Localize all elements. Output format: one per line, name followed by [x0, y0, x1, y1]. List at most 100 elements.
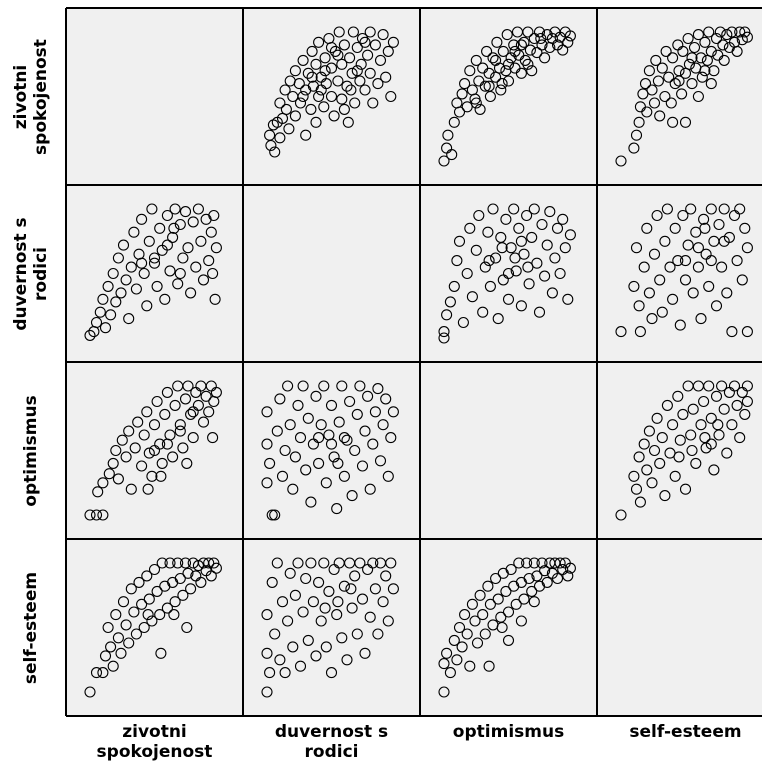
point-selfesteem-optimismus-41 — [731, 399, 743, 411]
point-zivotni-selfesteem-24 — [154, 609, 166, 621]
point-zivotni-selfesteem-10 — [117, 596, 130, 608]
point-zivotni-optimismus-16 — [138, 429, 150, 441]
point-zivotni-duvernost-47 — [208, 209, 220, 222]
point-zivotni-optimismus-30 — [174, 419, 186, 431]
point-optimismus-zivotni-43 — [533, 26, 546, 38]
point-optimismus-duvernost-9 — [464, 222, 476, 234]
point-zivotni-selfesteem-44 — [205, 570, 217, 582]
point-duvernost-selfesteem-53 — [345, 583, 357, 595]
point-optimismus-selfesteem-28 — [510, 598, 522, 610]
point-duvernost-zivotni-62 — [382, 45, 394, 57]
point-zivotni-selfesteem-19 — [141, 570, 153, 582]
point-optimismus-selfesteem-24 — [500, 585, 512, 597]
point-duvernost-selfesteem-5 — [269, 628, 281, 640]
point-optimismus-duvernost-35 — [533, 306, 546, 318]
point-zivotni-duvernost-50 — [209, 293, 221, 305]
point-duvernost-optimismus-48 — [380, 393, 392, 405]
point-duvernost-selfesteem-52 — [332, 596, 344, 608]
point-selfesteem-optimismus-44 — [739, 408, 751, 420]
panel-duvernost-vs-selfesteem — [597, 185, 762, 362]
point-optimismus-selfesteem-49 — [564, 562, 576, 574]
point-optimismus-selfesteem-7 — [456, 641, 468, 653]
row-label-selfesteem: self-esteem — [21, 571, 41, 684]
point-selfesteem-zivotni-37 — [705, 45, 717, 57]
column-label-duvernost: duvernost s rodici — [274, 722, 389, 762]
point-optimismus-zivotni-57 — [509, 45, 521, 57]
point-selfesteem-zivotni-0 — [615, 155, 627, 167]
point-optimismus-selfesteem-17 — [482, 580, 494, 592]
point-duvernost-selfesteem-1 — [261, 647, 273, 659]
point-duvernost-zivotni-34 — [325, 62, 338, 74]
point-optimismus-selfesteem-21 — [492, 593, 504, 605]
point-duvernost-zivotni-69 — [338, 103, 350, 115]
point-selfesteem-zivotni-27 — [683, 58, 695, 70]
point-duvernost-zivotni-17 — [297, 54, 309, 66]
point-zivotni-duvernost-25 — [151, 280, 163, 292]
point-zivotni-optimismus-48 — [142, 483, 154, 495]
point-optimismus-selfesteem-11 — [466, 598, 478, 610]
point-duvernost-selfesteem-51 — [387, 583, 399, 595]
point-duvernost-optimismus-46 — [374, 455, 387, 467]
point-optimismus-duvernost-32 — [526, 231, 538, 243]
point-optimismus-zivotni-45 — [539, 52, 551, 64]
point-zivotni-optimismus-4 — [97, 477, 109, 489]
point-selfesteem-optimismus-25 — [690, 457, 702, 469]
point-duvernost-selfesteem-32 — [338, 580, 350, 592]
point-duvernost-optimismus-30 — [333, 416, 345, 428]
point-selfesteem-duvernost-22 — [682, 239, 694, 251]
point-optimismus-selfesteem-26 — [505, 563, 517, 576]
point-optimismus-duvernost-15 — [482, 226, 494, 238]
point-selfesteem-duvernost-41 — [731, 255, 743, 267]
point-selfesteem-duvernost-33 — [710, 300, 723, 312]
point-selfesteem-duvernost-46 — [741, 326, 753, 338]
point-selfesteem-zivotni-8 — [643, 65, 655, 77]
point-zivotni-optimismus-0 — [84, 509, 96, 521]
point-duvernost-zivotni-9 — [280, 103, 292, 115]
point-zivotni-duvernost-16 — [128, 226, 140, 238]
point-zivotni-duvernost-5 — [99, 322, 112, 334]
point-selfesteem-zivotni-59 — [673, 75, 685, 87]
point-selfesteem-optimismus-27 — [695, 419, 707, 431]
point-optimismus-zivotni-61 — [535, 32, 547, 45]
point-duvernost-zivotni-65 — [319, 65, 331, 77]
point-zivotni-duvernost-49 — [207, 267, 219, 280]
point-optimismus-duvernost-19 — [492, 313, 504, 325]
point-selfesteem-optimismus-31 — [705, 412, 717, 424]
point-zivotni-duvernost-3 — [94, 306, 106, 318]
point-zivotni-duvernost-8 — [107, 267, 119, 280]
point-optimismus-zivotni-17 — [479, 80, 491, 92]
point-duvernost-selfesteem-54 — [319, 602, 331, 614]
point-selfesteem-optimismus-5 — [638, 438, 650, 450]
point-optimismus-duvernost-24 — [505, 242, 517, 254]
point-selfesteem-duvernost-30 — [703, 280, 715, 292]
point-duvernost-selfesteem-48 — [380, 570, 392, 582]
point-duvernost-optimismus-27 — [325, 399, 338, 411]
point-duvernost-zivotni-56 — [367, 97, 379, 109]
point-duvernost-selfesteem-44 — [369, 583, 381, 595]
point-selfesteem-duvernost-3 — [633, 300, 645, 312]
point-zivotni-selfesteem-50 — [168, 609, 180, 621]
point-zivotni-optimismus-9 — [116, 434, 128, 446]
point-duvernost-optimismus-9 — [279, 444, 291, 457]
point-selfesteem-zivotni-29 — [688, 41, 701, 54]
point-zivotni-optimismus-39 — [197, 416, 210, 428]
point-duvernost-zivotni-49 — [354, 75, 366, 87]
point-selfesteem-zivotni-31 — [692, 29, 704, 41]
point-optimismus-duvernost-23 — [502, 293, 515, 305]
point-selfesteem-zivotni-38 — [708, 65, 720, 77]
point-duvernost-optimismus-47 — [377, 419, 389, 431]
point-duvernost-zivotni-46 — [347, 26, 359, 38]
point-optimismus-selfesteem-54 — [528, 596, 540, 608]
point-selfesteem-zivotni-49 — [734, 26, 746, 38]
point-optimismus-zivotni-31 — [508, 39, 520, 51]
point-optimismus-zivotni-22 — [490, 71, 502, 83]
point-selfesteem-duvernost-11 — [654, 274, 666, 286]
point-zivotni-optimismus-10 — [120, 451, 132, 463]
point-selfesteem-zivotni-34 — [699, 36, 711, 48]
frame-layer — [65, 7, 762, 717]
point-optimismus-selfesteem-9 — [461, 628, 473, 640]
point-duvernost-selfesteem-47 — [377, 596, 389, 608]
point-zivotni-selfesteem-33 — [177, 589, 189, 601]
point-optimismus-zivotni-52 — [557, 44, 569, 56]
point-optimismus-selfesteem-4 — [448, 634, 460, 646]
